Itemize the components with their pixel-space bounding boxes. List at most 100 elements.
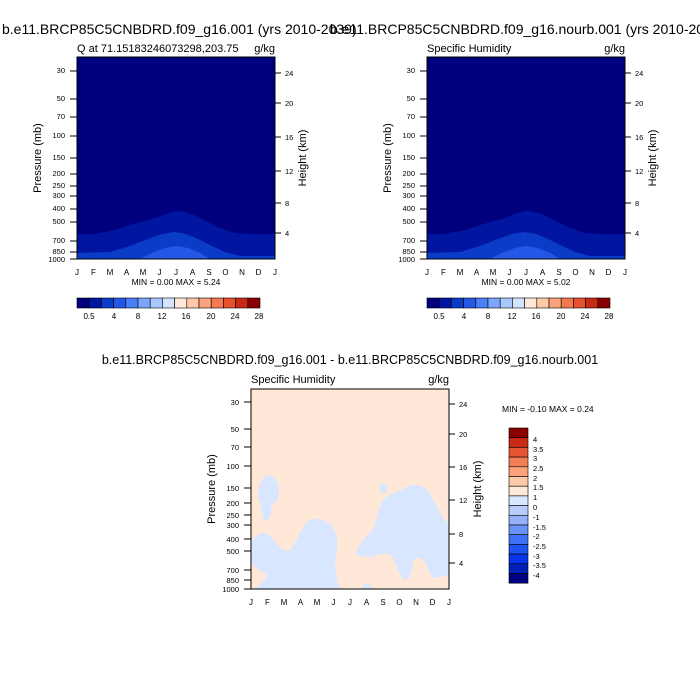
panel-2-ptick-30: 30: [407, 66, 415, 75]
panel-2-colorbar-box-15: [597, 297, 611, 309]
panel-1-colorbar-box-3: [101, 297, 114, 309]
panel-3-cb-label-10: -1.5: [533, 523, 546, 532]
panel-1-plot-area: [76, 56, 276, 260]
panel-2-colorbar-box-14: [585, 297, 599, 309]
panel-1-units-label: g/kg: [254, 43, 275, 55]
panel-2-pressure-ticks: 30 50 70 100 150 200 250 300 400 500 700…: [398, 66, 415, 264]
panel-3-plot-area: [250, 388, 450, 590]
panel-1-title: b.e11.BRCP85C5CNBDRD.f09_g16.001 (yrs 20…: [2, 21, 357, 37]
panel-1-cb-label-8: 28: [255, 312, 264, 321]
panel-3-cb-label-12: -2.5: [533, 542, 546, 551]
panel-1-colorbar-box-9: [174, 297, 188, 309]
panel-2-cb-label-2: 4: [462, 312, 467, 321]
panel-1-htick-20: 20: [285, 99, 293, 108]
panel-3-cb-label-13: -3: [533, 552, 540, 561]
panel-2-month-9: S: [556, 268, 561, 277]
panel-3-month-6: J: [332, 598, 336, 607]
panel-3-colorbar-box-2: [508, 437, 529, 448]
panel-3-ptick-700: 700: [226, 566, 239, 575]
panel-2-month-12: D: [606, 268, 612, 277]
panel-3-title: b.e11.BRCP85C5CNBDRD.f09_g16.001 - b.e11…: [102, 353, 598, 367]
panel-2-ptick-300: 300: [402, 191, 415, 200]
panel-3-height-ticks: 4 8 12 16 20 24: [459, 400, 467, 568]
panel-1-cb-label-7: 24: [231, 312, 240, 321]
panel-3-ptick-150: 150: [226, 484, 239, 493]
panel-3-cb-label-3: 3: [533, 454, 537, 463]
panel-3-ptick-70: 70: [231, 443, 239, 452]
panel-2-pressure-tick-marks: [420, 70, 427, 260]
panel-2-month-2: F: [441, 268, 446, 277]
panel-3-cb-label-14: -3.5: [533, 561, 546, 570]
panel-1-colorbar-box-8: [162, 297, 175, 309]
panel-2-variable-label: Specific Humidity: [427, 43, 512, 55]
panel-2-htick-24: 24: [635, 69, 643, 78]
panel-2-ptick-500: 500: [402, 217, 415, 226]
panel-2-ptick-100: 100: [402, 131, 415, 140]
panel-3-ptick-500: 500: [226, 547, 239, 556]
panel-2-colorbar-box-1: [426, 297, 440, 309]
panel-3-colorbar-box-9: [508, 505, 529, 516]
panel-3-pressure-axis-label: Pressure (mb): [206, 454, 218, 524]
panel-1-ptick-250: 250: [52, 181, 65, 190]
panel-3-htick-24: 24: [459, 400, 467, 409]
panel-3-month-ticks: J F M A M J J A S O N D J: [249, 598, 451, 607]
panel-3-cb-label-1: 4: [533, 435, 537, 444]
panel-1-month-7: J: [174, 268, 178, 277]
panel-2-colorbar-box-4: [463, 297, 477, 309]
panel-2-cb-label-7: 24: [581, 312, 590, 321]
panel-2-month-ticks: J F M A M J J A S O N D J: [425, 268, 627, 277]
panel-2-ptick-850: 850: [402, 247, 415, 256]
panel-2-height-tick-marks: [625, 72, 631, 234]
panel-1-height-axis-label: Height (km): [297, 130, 309, 187]
panel-1-ptick-300: 300: [52, 191, 65, 200]
panel-1-month-6: J: [158, 268, 162, 277]
panel-2-colorbar-box-9: [524, 297, 538, 309]
panel-1-colorbar-box-14: [235, 297, 249, 309]
panel-1-ptick-850: 850: [52, 247, 65, 256]
panel-3-htick-20: 20: [459, 430, 467, 439]
panel-1-colorbar-box-12: [210, 297, 224, 309]
panel-1-ptick-50: 50: [57, 94, 65, 103]
panel-1-ptick-150: 150: [52, 153, 65, 162]
panel-2-colorbar-box-2: [438, 297, 452, 309]
panel-3-colorbar-box-14: [508, 553, 529, 565]
panel-3-colorbar-box-10: [508, 514, 529, 526]
panel-2-min-max: MIN = 0.00 MAX = 5.02: [482, 277, 571, 287]
panel-1-contour-band-2: [77, 232, 275, 259]
panel-3: b.e11.BRCP85C5CNBDRD.f09_g16.001 - b.e11…: [102, 353, 598, 607]
panel-1-colorbar-box-7: [149, 297, 163, 309]
panel-3-cb-label-15: -4: [533, 571, 540, 580]
panel-2-month-13: J: [623, 268, 627, 277]
panel-3-colorbar-box-6: [508, 476, 529, 487]
panel-2-month-3: M: [457, 268, 464, 277]
panel-1-month-2: F: [91, 268, 96, 277]
panel-1-ptick-700: 700: [52, 236, 65, 245]
panel-1-colorbar-box-15: [247, 297, 261, 309]
panel-1-pressure-ticks: 30 50 70 100 150 200 250 300 400 500 700…: [48, 66, 65, 264]
panel-3-colorbar-box-5: [508, 466, 529, 477]
panel-1-min-max: MIN = 0.00 MAX = 5.24: [132, 277, 221, 287]
panel-2-htick-12: 12: [635, 167, 643, 176]
panel-2-colorbar-boxes: [426, 297, 611, 309]
panel-3-cb-label-2: 3.5: [533, 445, 543, 454]
panel-1-htick-24: 24: [285, 69, 293, 78]
panel-3-ptick-250: 250: [226, 511, 239, 520]
panel-2-colorbar: 0.5 4 8 12 16 20 24 28: [426, 297, 614, 321]
panel-2-ptick-150: 150: [402, 153, 415, 162]
panel-1-cb-label-5: 16: [182, 312, 191, 321]
panel-2-htick-8: 8: [635, 199, 639, 208]
panel-3-cb-label-4: 2.5: [533, 464, 543, 473]
panel-2-month-1: J: [425, 268, 429, 277]
panel-3-pressure-tick-marks: [244, 401, 251, 590]
panel-3-cb-label-11: -2: [533, 532, 540, 541]
panel-1-ptick-500: 500: [52, 217, 65, 226]
panel-1-month-13: J: [273, 268, 277, 277]
panel-3-month-9: S: [380, 598, 385, 607]
panel-1-month-3: M: [107, 268, 114, 277]
panel-2-ptick-70: 70: [407, 112, 415, 121]
panel-1-month-1: J: [75, 268, 79, 277]
panel-2-colorbar-box-5: [475, 297, 489, 309]
panel-3-cb-label-9: -1: [533, 513, 540, 522]
panel-3-ptick-1000: 1000: [222, 585, 239, 594]
